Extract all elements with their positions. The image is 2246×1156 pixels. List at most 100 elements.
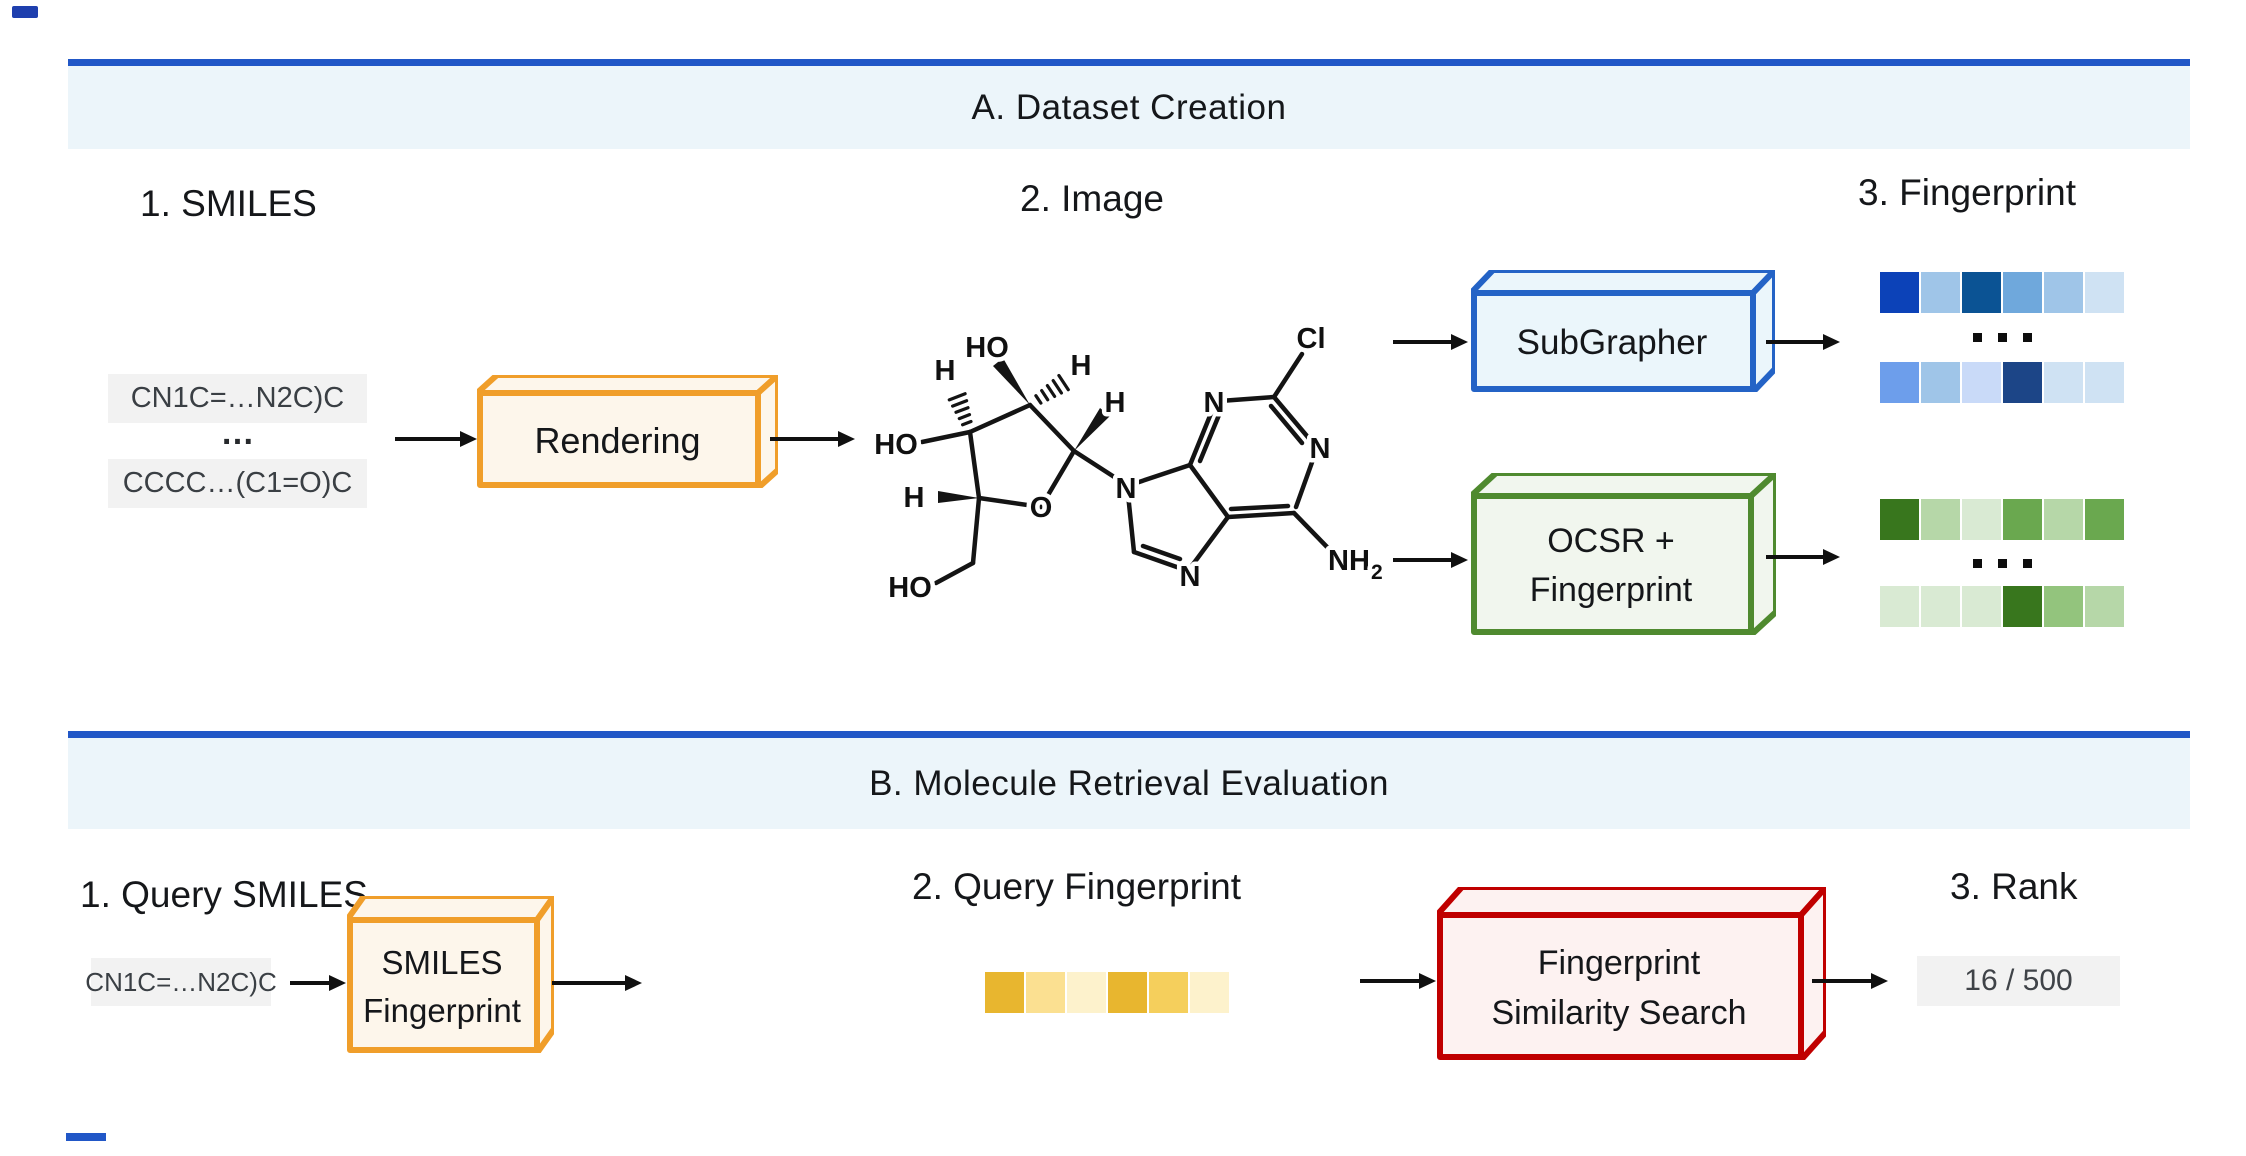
fingerprint-cell <box>2044 272 2083 313</box>
rendering-box-shape <box>474 372 781 491</box>
rank-chip: 16 / 500 <box>1917 956 2120 1006</box>
atom-label-h-c3: H <box>935 355 956 387</box>
arrow-subgrapher-to-fingerprint <box>1766 333 1840 351</box>
arrow-smilesfp-to-queryfp <box>552 974 642 992</box>
atom-label-h-c1: H <box>1105 387 1126 419</box>
fingerprint-cell <box>1921 499 1960 540</box>
atom-label-n1: N <box>1310 433 1331 465</box>
step-label-smiles: 1. SMILES <box>140 183 317 224</box>
fingerprint-cell <box>985 972 1024 1013</box>
fingerprint-cell <box>1962 586 2001 627</box>
arrow-queryfp-to-search <box>1360 972 1436 990</box>
step-label-query-fingerprint: 2. Query Fingerprint <box>912 866 1242 907</box>
atom-label-h-c4: H <box>904 482 925 514</box>
subgrapher-box: SubGrapher <box>1468 267 1778 395</box>
arrow-query-to-smilesfp <box>290 974 346 992</box>
section-a-divider <box>68 59 2190 66</box>
query-fingerprint-row <box>985 972 1229 1013</box>
ellipsis-icon <box>1880 331 2124 343</box>
smiles-fp-label-line2: Fingerprint <box>363 991 521 1029</box>
atom-label-nh-sub: 2 <box>1371 561 1383 584</box>
fingerprint-cell <box>2044 499 2083 540</box>
arrow-rendering-to-image <box>770 430 855 448</box>
fingerprint-cell <box>2003 586 2042 627</box>
fingerprint-cell <box>2003 499 2042 540</box>
fingerprint-cell <box>2085 499 2124 540</box>
atom-label-n3: N <box>1204 387 1225 419</box>
smiles-fingerprint-box: SMILES Fingerprint <box>344 893 557 1056</box>
subgrapher-fingerprint-row1 <box>1880 272 2124 313</box>
smiles-chip-bottom: CCCC…(C1=O)C <box>108 459 367 508</box>
fingerprint-cell <box>1026 972 1065 1013</box>
rendering-box-label: Rendering <box>534 419 701 461</box>
crop-artifact-top-left <box>12 6 38 18</box>
section-a-title: A. Dataset Creation <box>971 87 1287 127</box>
atom-label-ho-left: HO <box>874 429 918 461</box>
fingerprint-cell <box>1880 586 1919 627</box>
atom-label-ho-top: HO <box>965 332 1009 364</box>
smiles-chip-top: CN1C=…N2C)C <box>108 374 367 423</box>
query-smiles-chip: CN1C=…N2C)C <box>85 958 277 1006</box>
subgrapher-fingerprint-row2 <box>1880 362 2124 403</box>
ocsr-box-shape <box>1468 470 1779 638</box>
arrow-ocsr-to-fingerprint <box>1766 548 1840 566</box>
arrow-smiles-to-rendering <box>395 430 477 448</box>
subgrapher-box-shape <box>1468 267 1778 395</box>
section-b-title: B. Molecule Retrieval Evaluation <box>869 763 1389 803</box>
fingerprint-cell <box>2003 272 2042 313</box>
smiles-fp-label-line1: SMILES <box>381 943 503 981</box>
fingerprint-cell <box>2085 272 2124 313</box>
fingerprint-cell <box>1962 362 2001 403</box>
arrow-search-to-rank <box>1812 972 1888 990</box>
section-a-header: A. Dataset Creation <box>68 66 2190 149</box>
fingerprint-cell <box>2044 362 2083 403</box>
fingerprint-cell <box>1921 362 1960 403</box>
arrow-image-to-subgrapher <box>1393 333 1468 351</box>
similarity-search-box: Fingerprint Similarity Search <box>1434 884 1829 1063</box>
fingerprint-cell <box>1880 499 1919 540</box>
search-box-label-line2: Similarity Search <box>1491 993 1747 1032</box>
ocsr-fingerprint-box: OCSR + Fingerprint <box>1468 470 1779 638</box>
ocsr-box-label-line1: OCSR + <box>1547 521 1675 560</box>
subgrapher-box-label: SubGrapher <box>1516 322 1708 362</box>
fingerprint-cell <box>1962 499 2001 540</box>
step-label-fingerprint: 3. Fingerprint <box>1858 172 2076 213</box>
arrow-image-to-ocsr <box>1393 551 1468 569</box>
fingerprint-cell <box>1880 272 1919 313</box>
fingerprint-cell <box>2085 362 2124 403</box>
ocsr-fingerprint-row2 <box>1880 586 2124 627</box>
atom-label-n7: N <box>1180 561 1201 593</box>
fingerprint-cell <box>1108 972 1147 1013</box>
fingerprint-cell <box>1149 972 1188 1013</box>
fingerprint-cell <box>2085 586 2124 627</box>
smiles-fingerprint-box-shape <box>344 893 557 1056</box>
atom-label-n9: N <box>1116 473 1137 505</box>
fingerprint-cell <box>1190 972 1229 1013</box>
atom-label-o-ring: O <box>1030 492 1053 524</box>
fingerprint-cell <box>1921 586 1960 627</box>
molecule-structure-image: HO H H HO H O H HO N N N N Cl NH 2 <box>870 319 1387 609</box>
fingerprint-cell <box>1921 272 1960 313</box>
similarity-search-box-shape <box>1434 884 1829 1063</box>
step-label-image: 2. Image <box>1020 178 1164 219</box>
atom-label-ho-bottom: HO <box>888 572 932 604</box>
section-b-header: B. Molecule Retrieval Evaluation <box>68 738 2190 829</box>
step-label-rank: 3. Rank <box>1950 866 2078 907</box>
atom-label-h-c2: H <box>1071 350 1092 382</box>
fingerprint-cell <box>1880 362 1919 403</box>
search-box-label-line1: Fingerprint <box>1537 943 1701 982</box>
fingerprint-cell <box>1962 272 2001 313</box>
fingerprint-cell <box>2044 586 2083 627</box>
fingerprint-cell <box>2003 362 2042 403</box>
crop-artifact-bottom-left <box>66 1133 106 1141</box>
atom-label-cl: Cl <box>1297 323 1326 355</box>
section-b-divider <box>68 731 2190 738</box>
fingerprint-cell <box>1067 972 1106 1013</box>
rendering-box: Rendering <box>474 372 781 491</box>
ocsr-box-label-line2: Fingerprint <box>1529 570 1693 609</box>
ellipsis-icon <box>1880 557 2124 569</box>
smiles-ellipsis: … <box>220 414 255 452</box>
step-label-query-smiles: 1. Query SMILES <box>80 874 368 915</box>
ocsr-fingerprint-row1 <box>1880 499 2124 540</box>
